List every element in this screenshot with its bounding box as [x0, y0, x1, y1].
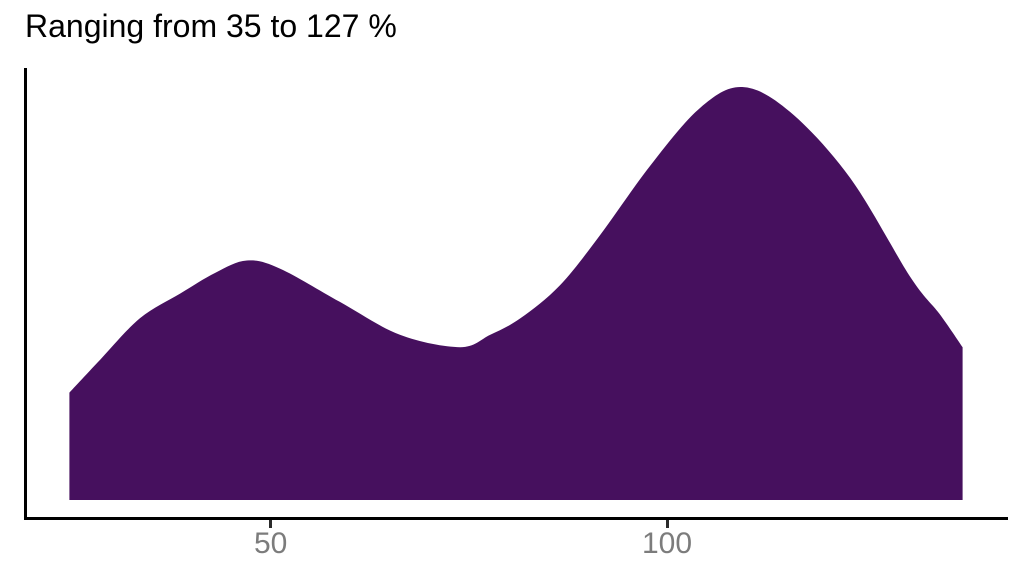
x-tick-mark	[665, 520, 669, 528]
chart-title: Ranging from 35 to 127 %	[25, 8, 397, 44]
x-axis-line	[24, 517, 1008, 520]
x-tick-label: 50	[254, 527, 288, 560]
x-tick-label: 100	[641, 527, 693, 560]
y-axis-line	[24, 68, 27, 520]
density-area	[69, 86, 963, 500]
x-tick-mark	[269, 520, 273, 528]
